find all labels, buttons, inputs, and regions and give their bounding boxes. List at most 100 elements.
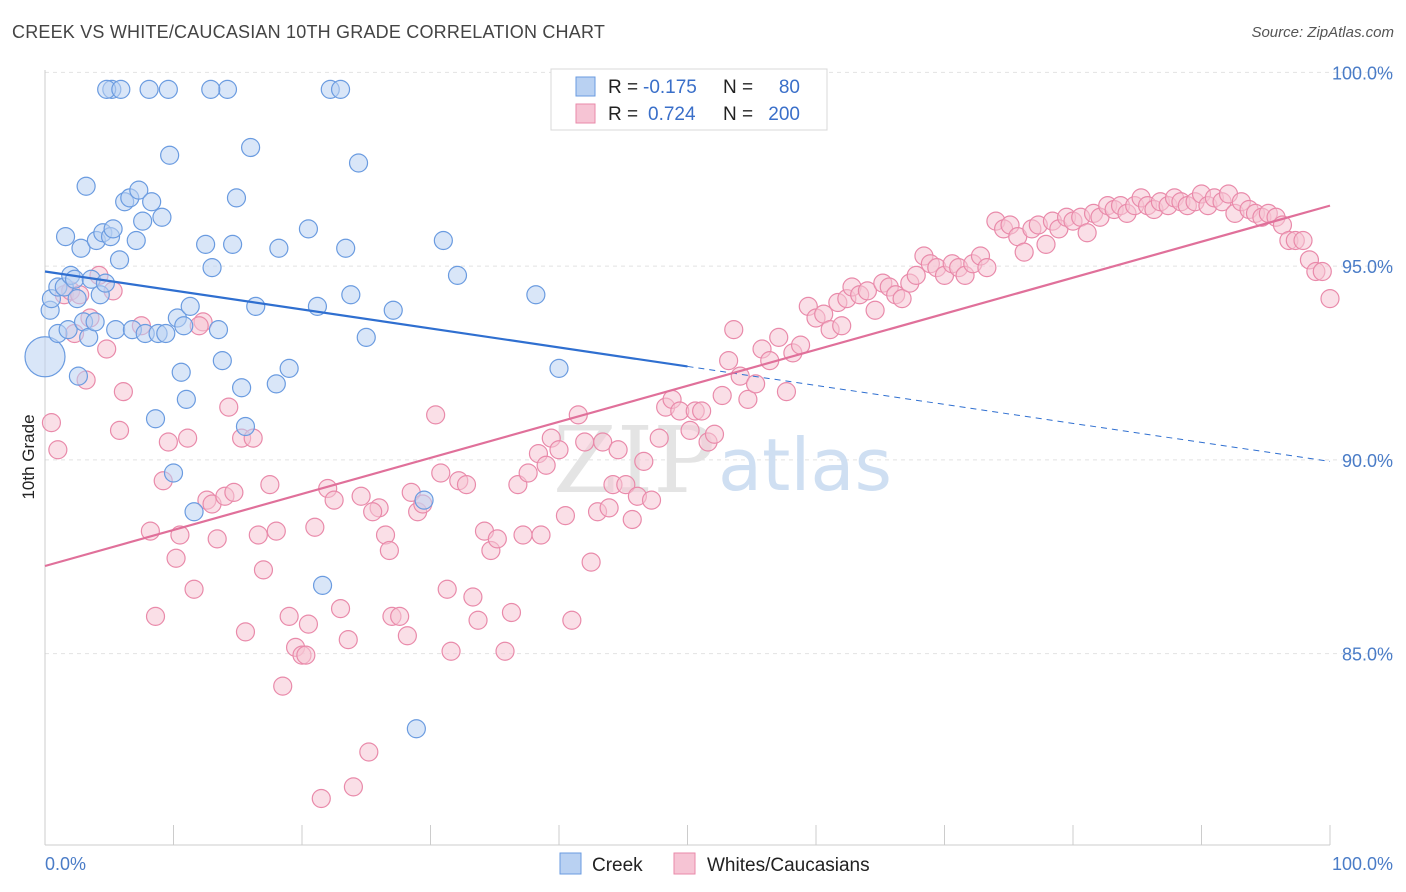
whites-point (351, 486, 371, 506)
creek-point (341, 285, 361, 305)
creek-point (176, 389, 196, 409)
creek-point (133, 211, 153, 231)
whites-point (634, 451, 654, 471)
legend-creek-n-value: 80 (779, 77, 800, 98)
whites-point (555, 506, 576, 526)
legend-creek-r-label: R = (608, 77, 638, 98)
whites-point (593, 432, 613, 452)
whites-point (397, 626, 417, 646)
y-tick-label: 85.0% (1342, 645, 1393, 665)
creek-point (152, 207, 172, 227)
whites-point (390, 606, 410, 626)
whites-point (1014, 242, 1034, 262)
creek-point (202, 258, 222, 278)
legend-creek-r-value: -0.175 (643, 77, 697, 98)
creek-point (109, 250, 130, 270)
whites-point (692, 401, 712, 421)
creek-point (64, 269, 85, 289)
creek-point (129, 180, 149, 200)
whites-point (501, 602, 522, 623)
whites-point (906, 265, 926, 285)
whites-point (562, 610, 582, 630)
y-tick-label: 90.0% (1342, 451, 1393, 471)
whites-point (305, 517, 325, 537)
whites-point (616, 475, 636, 495)
whites-point (158, 432, 178, 452)
legend-creek-n-label: N = (723, 77, 753, 98)
creek-point (226, 188, 247, 208)
x-tick-label-min: 0.0% (45, 854, 86, 874)
whites-point (41, 413, 62, 433)
legend-swatch-white (575, 103, 596, 124)
whites-point (359, 742, 379, 762)
creek-point (414, 490, 434, 510)
whites-point (253, 560, 274, 580)
whites-point (298, 614, 319, 634)
whites-point (581, 552, 601, 572)
whites-point (113, 382, 133, 402)
series-creek-points (24, 79, 569, 739)
whites-point (513, 525, 533, 545)
y-axis-label: 10th Grade (19, 414, 38, 499)
whites-point (456, 475, 477, 495)
whites-point (266, 521, 286, 541)
whites-point (431, 463, 451, 483)
whites-point (704, 424, 725, 444)
whites-point (1312, 261, 1332, 282)
whites-point (641, 490, 662, 510)
creek-point (201, 79, 221, 99)
source-label: Source: ZipAtlas.com (1251, 24, 1394, 41)
whites-point (832, 316, 852, 336)
whites-point (97, 339, 117, 359)
creek-point (111, 79, 131, 99)
creek-point (139, 79, 159, 99)
watermark-atlas: atlas (718, 423, 892, 507)
whites-point (518, 463, 538, 483)
whites-point (549, 440, 569, 460)
creek-point (279, 358, 299, 378)
bottom-legend-swatch-white (673, 852, 696, 875)
legend-white-n-value: 200 (768, 104, 800, 125)
whites-point (857, 281, 878, 301)
whites-point (468, 610, 488, 630)
whites-point (608, 440, 628, 460)
creek-point (106, 320, 126, 340)
whites-point (207, 529, 227, 549)
whites-point (719, 351, 739, 371)
whites-point (463, 587, 483, 607)
whites-point (531, 525, 551, 545)
creek-point (330, 79, 351, 99)
creek-point (447, 265, 468, 285)
creek-point (160, 145, 180, 165)
whites-point (1293, 230, 1313, 251)
series-whites-points (41, 184, 1340, 809)
legend-white-r-label: R = (608, 104, 638, 125)
creek-point (212, 351, 232, 371)
whites-point (724, 320, 744, 340)
whites-point (219, 397, 239, 417)
whites-point (776, 382, 797, 402)
legend-box: R = -0.175 N = 80 R = 0.724 N = 200 (550, 68, 828, 131)
axes (44, 70, 1331, 846)
creek-point (171, 362, 191, 382)
creek-point (126, 230, 146, 251)
whites-point (363, 502, 383, 522)
whites-point (738, 389, 758, 409)
creek-point (298, 219, 319, 239)
creek-point (103, 219, 123, 239)
creek-point (336, 238, 356, 258)
whites-point (145, 606, 166, 626)
creek-point (348, 153, 369, 173)
whites-point (109, 420, 130, 440)
whites-point (178, 428, 198, 448)
whites-point (495, 641, 515, 661)
creek-point (549, 358, 569, 378)
whites-point (224, 482, 244, 502)
creek-point (356, 327, 376, 347)
creek-point (383, 300, 403, 320)
legend-white-n-label: N = (723, 104, 753, 125)
creek-point (158, 79, 178, 99)
whites-point (235, 622, 256, 642)
x-tick-label-max: 100.0% (1332, 854, 1393, 874)
